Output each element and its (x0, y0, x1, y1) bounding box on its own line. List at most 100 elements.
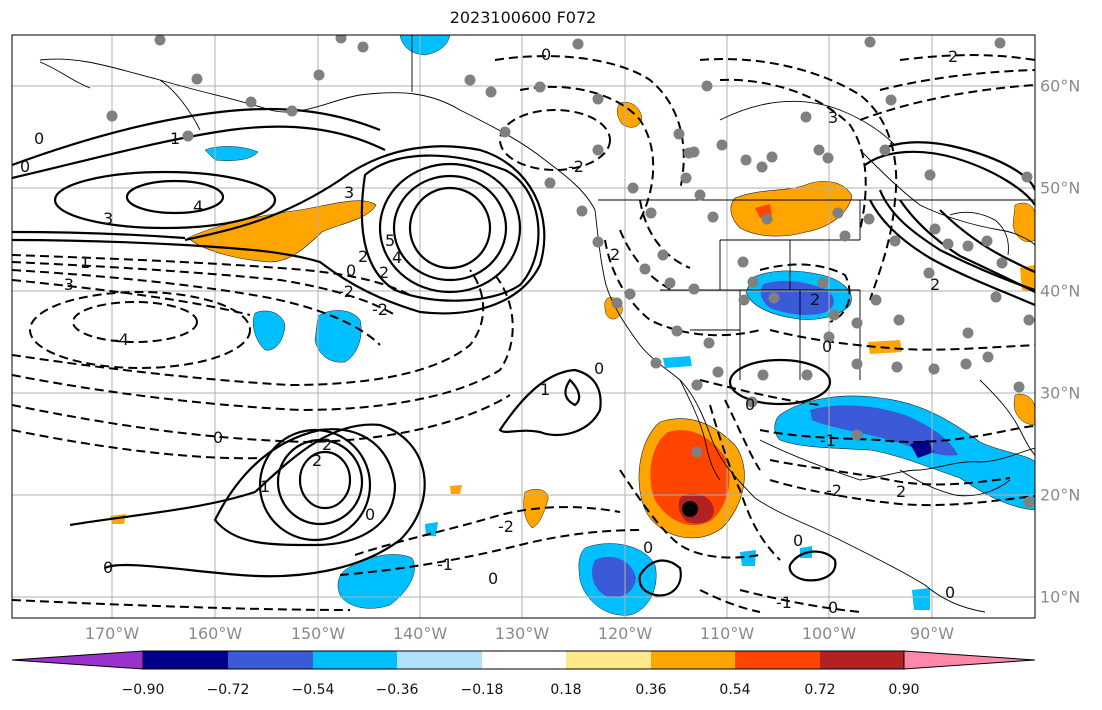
contour-label: 0 (945, 583, 955, 602)
colorbar-segment (482, 651, 566, 669)
contour-label: 3 (103, 209, 113, 228)
shade-small-blue-1 (663, 356, 692, 368)
lon-label: 160°W (187, 624, 243, 643)
contour-label: 2 (379, 263, 389, 282)
shade-small-orange-3 (1012, 202, 1035, 242)
shade-pacific-blue-2 (252, 310, 286, 351)
colorbar-segment (397, 651, 482, 669)
shade-pacific-blue-3 (337, 554, 415, 609)
shaded-fields (110, 35, 1035, 616)
map-title: 2023100600 F072 (449, 8, 597, 27)
shade-small-blue-3 (740, 550, 756, 566)
colorbar-segment (143, 651, 228, 669)
contour-labels: 4 3 3 5 4 1 0 0 1 -3 -4 2 0 -2 -2 2 0 2 … (20, 45, 958, 617)
lat-label: 20°N (1040, 485, 1081, 505)
contour-label: 2 (610, 245, 620, 264)
contour-label: -1 (437, 555, 453, 574)
contour-label: 1 (80, 253, 90, 272)
contour-high-ne-pacific-inner (408, 186, 492, 270)
contour-label: 2 (810, 290, 820, 309)
shade-plains-orange (730, 181, 853, 237)
graticule (12, 35, 1035, 618)
contour-label: 0 (541, 45, 551, 64)
colorbar-segment (228, 651, 313, 669)
lat-label: 10°N (1040, 587, 1081, 607)
colorbar-tick-label: 0.18 (550, 682, 582, 698)
contour-label: -1 (820, 431, 836, 450)
lon-label: 110°W (699, 624, 755, 643)
contour-label: 2 (358, 247, 368, 266)
contour-label: 0 (346, 261, 356, 280)
contour-label: 0 (745, 395, 755, 414)
contour-label: -1 (776, 593, 792, 612)
contours-negative (12, 54, 1035, 613)
contour-label: -2 (338, 282, 354, 301)
colorbar-tick-label: −0.36 (375, 682, 419, 698)
contour-high-sw-inner (298, 450, 352, 510)
contours-positive (12, 107, 1035, 597)
lon-label: 140°W (392, 624, 448, 643)
station-dots (106, 35, 1035, 508)
lon-label: 100°W (801, 624, 857, 643)
contour-label: 3 (828, 108, 838, 127)
lon-label: 170°W (84, 624, 140, 643)
colorbar-tick-label: 0.54 (719, 682, 751, 698)
lat-label: 40°N (1040, 281, 1081, 301)
colorbar-segment (735, 651, 820, 669)
lon-label: 130°W (494, 624, 550, 643)
coastlines (39, 35, 1035, 613)
colorbar-segment (313, 651, 397, 669)
plot-frame (11, 34, 1036, 619)
lat-label: 30°N (1040, 383, 1081, 403)
contour-label: -3 (58, 275, 74, 294)
contour-label: 0 (488, 569, 498, 588)
contour-label: 2 (312, 451, 322, 470)
shade-canada-orange (617, 102, 643, 128)
shade-plains-darkblue (760, 281, 834, 315)
lat-label: 50°N (1040, 178, 1081, 198)
contour-label: 2 (930, 275, 940, 294)
colorbar-segment (651, 651, 735, 669)
contour-high-west-inner (125, 179, 225, 215)
contour-label: 0 (828, 598, 838, 617)
contour-label: 0 (103, 558, 113, 577)
contour-label: 5 (385, 231, 395, 250)
contour-label: -2 (826, 481, 842, 500)
shade-small-blue-2 (425, 522, 438, 536)
shade-small-blue-5 (912, 588, 930, 610)
shade-top-blue (399, 35, 451, 56)
colorbar-extend-low (11, 650, 144, 670)
contour-label: 1 (540, 380, 550, 399)
contour-label: 0 (822, 337, 832, 356)
lon-label: 150°W (290, 624, 346, 643)
contour-label: 2 (896, 482, 906, 501)
colorbar (11, 650, 1036, 670)
colorbar-segment (566, 651, 651, 669)
contour-label: 2 (948, 47, 958, 66)
contour-label: -2 (372, 300, 388, 319)
colorbar-tick-label: 0.72 (804, 682, 836, 698)
contour-label: -2 (498, 517, 514, 536)
colorbar-segment (820, 651, 904, 669)
max-point (682, 501, 698, 517)
shade-small-orange-8 (450, 485, 462, 494)
colorbar-tick-label: 0.90 (888, 682, 920, 698)
colorbar-tick-label: −0.90 (121, 682, 165, 698)
contour-label: 2 (322, 435, 332, 454)
contour-label: 0 (793, 531, 803, 550)
colorbar-tick-label: 0.36 (635, 682, 667, 698)
contour-label: 0 (20, 157, 30, 176)
colorbar-tick-label: −0.18 (460, 682, 504, 698)
contour-label: 4 (193, 197, 203, 216)
shade-small-orange-4 (1013, 394, 1035, 426)
contour-label: 1 (260, 477, 270, 496)
contour-label: -2 (568, 157, 584, 176)
lon-label: 90°W (909, 624, 955, 643)
contour-label: 0 (365, 505, 375, 524)
colorbar-extend-high (903, 650, 1036, 670)
contour-label: 0 (213, 428, 223, 447)
contour-label: 0 (594, 359, 604, 378)
contour-label: 0 (34, 129, 44, 148)
lon-label: 120°W (597, 624, 653, 643)
contour-label: 0 (643, 538, 653, 557)
